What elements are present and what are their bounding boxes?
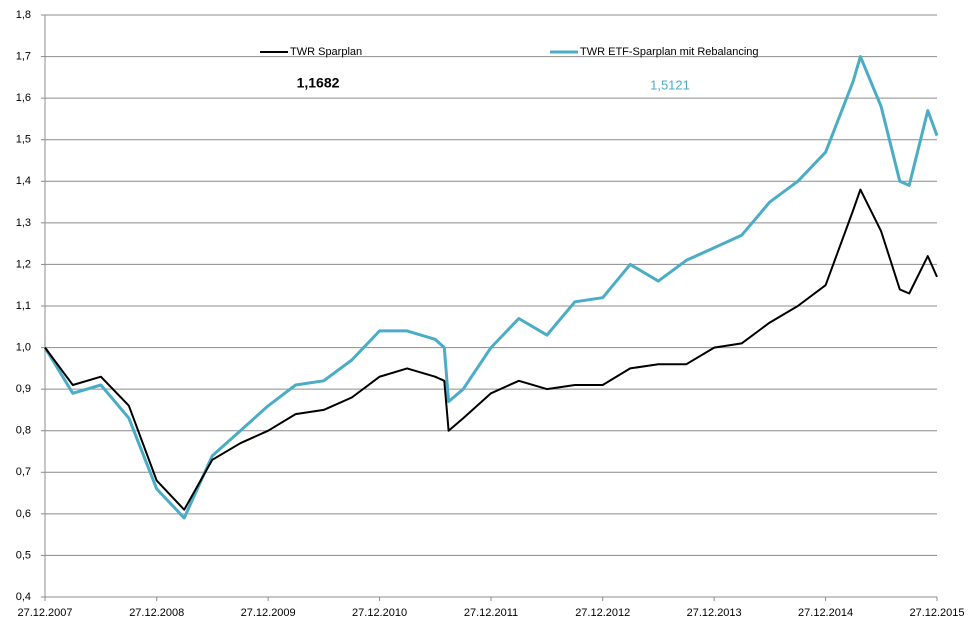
legend-label: TWR ETF-Sparplan mit Rebalancing (580, 46, 759, 58)
x-tick-label: 27.12.2010 (352, 607, 407, 619)
x-tick-label: 27.12.2008 (129, 607, 184, 619)
x-tick-label: 27.12.2011 (464, 607, 518, 619)
y-tick-label: 1,0 (16, 341, 31, 353)
y-tick-label: 1,6 (16, 92, 31, 104)
y-tick-label: 0,9 (16, 383, 31, 395)
annotation: 1,1682 (297, 75, 340, 91)
y-tick-label: 1,1 (16, 300, 31, 312)
y-tick-label: 1,5 (16, 134, 31, 146)
x-tick-label: 27.12.2015 (909, 607, 964, 619)
y-tick-label: 1,3 (16, 217, 31, 229)
x-tick-label: 27.12.2013 (687, 607, 742, 619)
legend-label: TWR Sparplan (290, 46, 362, 58)
y-tick-label: 0,8 (16, 425, 31, 437)
y-tick-label: 0,7 (16, 466, 31, 478)
x-tick-label: 27.12.2014 (798, 607, 853, 619)
y-tick-label: 1,7 (16, 50, 31, 62)
y-tick-label: 1,2 (16, 258, 31, 270)
x-tick-label: 27.12.2009 (241, 607, 296, 619)
y-tick-label: 0,6 (16, 508, 31, 520)
x-tick-label: 27.12.2012 (575, 607, 630, 619)
line-series (43, 55, 939, 520)
y-tick-label: 1,8 (16, 9, 31, 21)
y-tick-label: 1,4 (16, 175, 31, 187)
x-tick-label: 27.12.2007 (17, 607, 72, 619)
line-series (44, 188, 938, 511)
y-tick-label: 0,4 (16, 591, 31, 603)
annotation: 1,5121 (650, 77, 690, 92)
y-tick-label: 0,5 (16, 549, 31, 561)
